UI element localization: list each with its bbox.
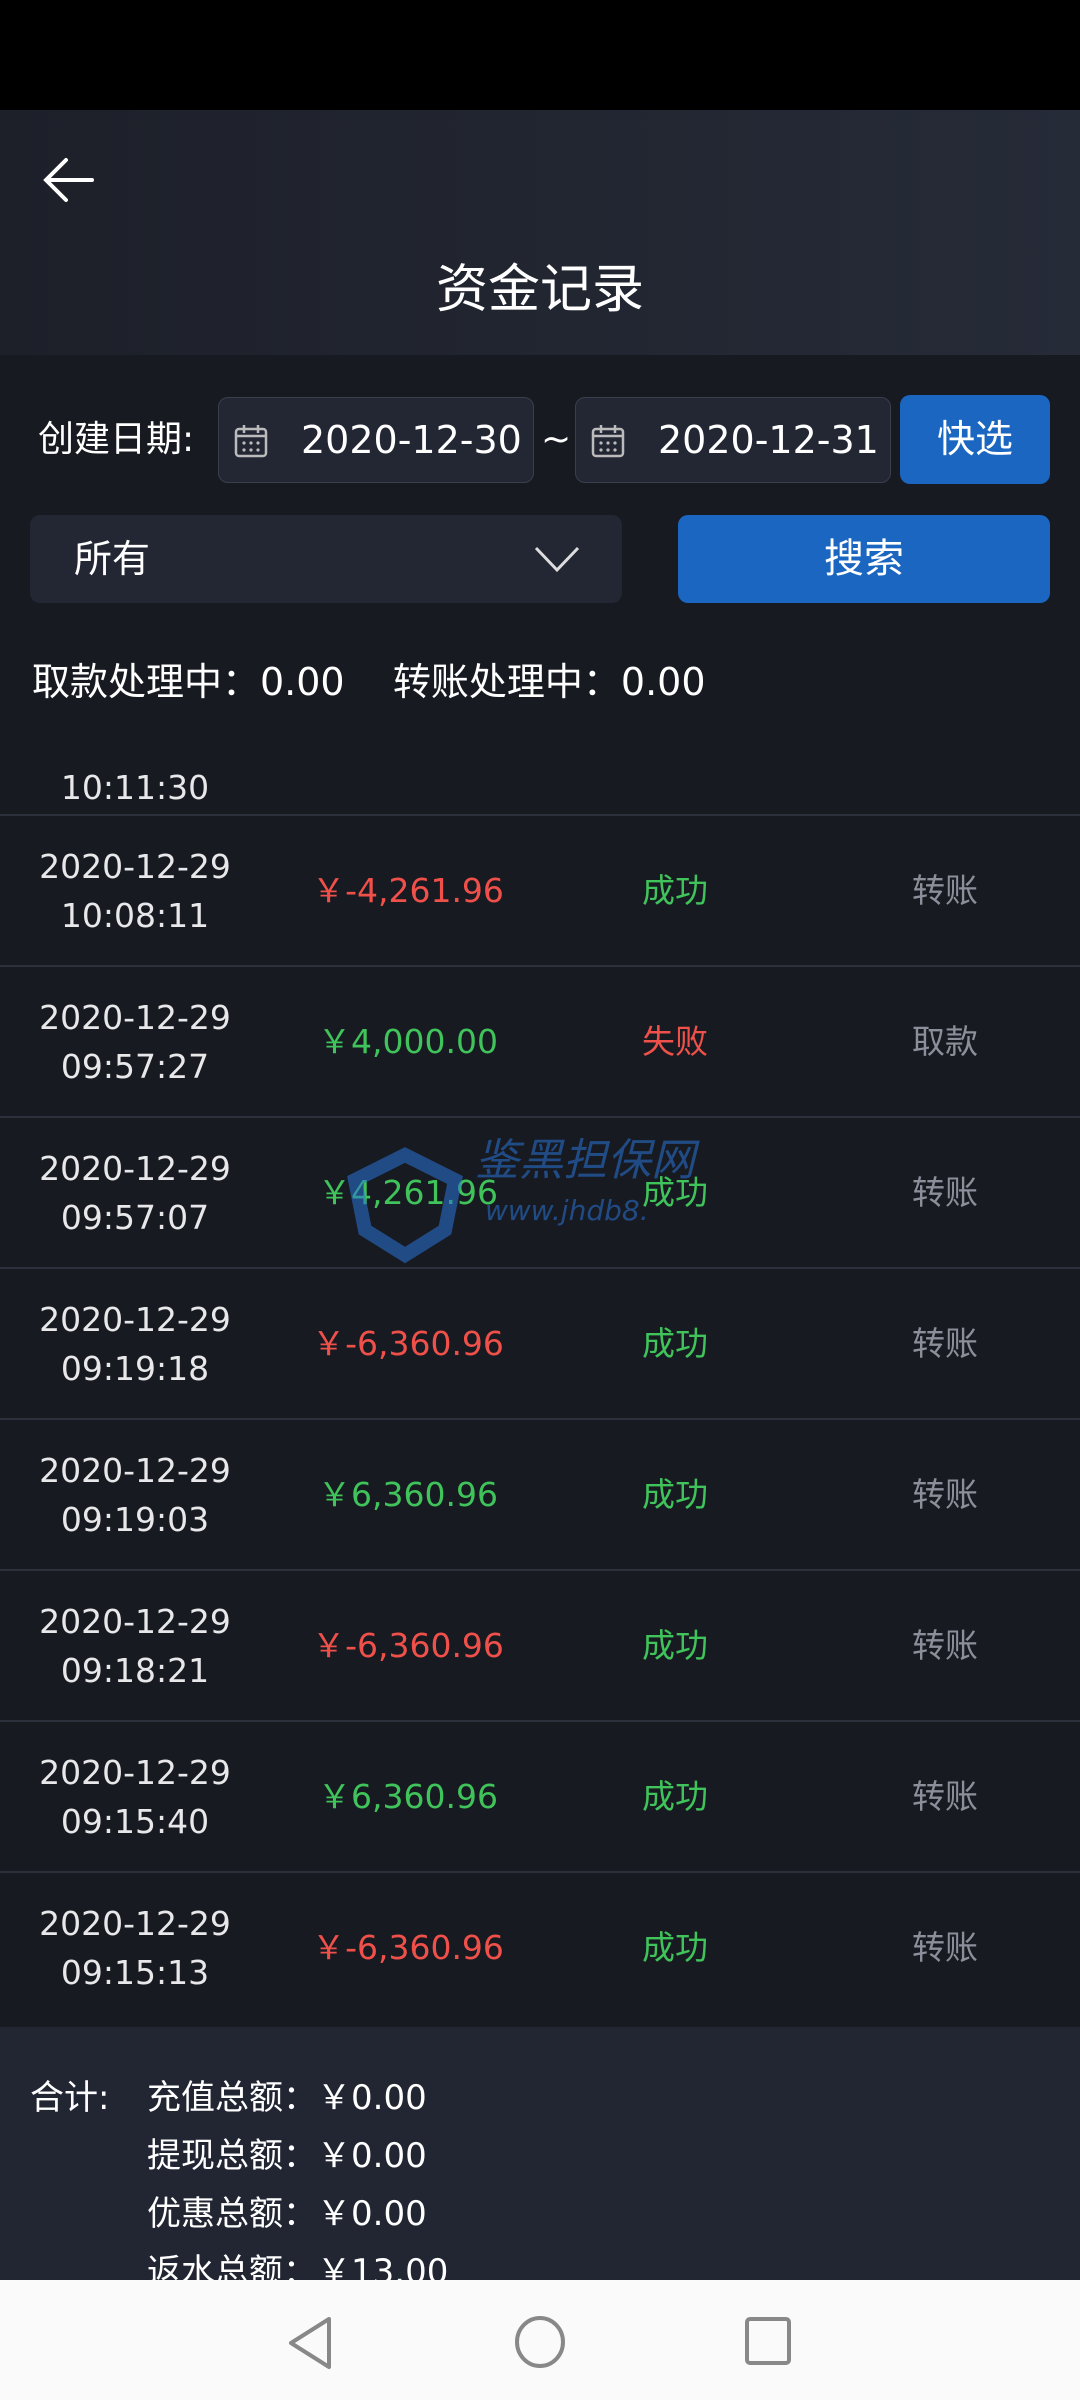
nav-home-icon[interactable] [513, 2314, 567, 2370]
start-date-input[interactable]: 2020-12-30 [218, 397, 534, 483]
record-type: 转账 [912, 1475, 978, 1514]
record-date: 2020-12-29 [39, 1299, 231, 1339]
chevron-down-icon [534, 546, 580, 573]
end-date-value: 2020-12-31 [658, 418, 879, 462]
record-status: 成功 [642, 1777, 708, 1816]
record-amount: ￥-4,261.96 [312, 871, 504, 910]
summary-deposit-total: 充值总额：￥0.00 [147, 2078, 427, 2118]
record-status: 失败 [642, 1022, 708, 1061]
record-type [845, 730, 1045, 812]
record-datetime: 2020-12-29 09:19:03 [35, 1420, 235, 1569]
record-type: 取款 [912, 1022, 978, 1061]
record-row[interactable]: 2020-12-29 09:57:07 ￥4,261.96 成功 转账 [0, 1116, 1080, 1267]
record-row[interactable]: 2020-12-29 09:15:40 ￥6,360.96 成功 转账 [0, 1720, 1080, 1871]
record-datetime: 2020-12-29 09:57:07 [35, 1118, 235, 1267]
record-date: 2020-12-29 [39, 1148, 231, 1188]
record-type: 转账 [912, 1324, 978, 1363]
type-select-value: 所有 [74, 537, 151, 581]
record-amount: ￥-6,360.96 [312, 1324, 504, 1363]
record-datetime: 2020-12-29 09:15:40 [35, 1722, 235, 1871]
summary-panel: 合计: 充值总额：￥0.00 提现总额：￥0.00 优惠总额：￥0.00 返水总… [0, 2027, 1080, 2292]
record-amount: ￥6,360.96 [318, 1777, 498, 1816]
record-row[interactable]: 2020-12-29 10:08:11 ￥-4,261.96 成功 转账 [0, 814, 1080, 965]
record-type: 转账 [912, 1928, 978, 1967]
record-row[interactable]: 2020-12-29 09:19:18 ￥-6,360.96 成功 转账 [0, 1267, 1080, 1418]
record-time: 10:08:11 [60, 895, 210, 935]
record-time: 09:19:18 [60, 1348, 210, 1388]
record-datetime: 10:11:30 [35, 730, 235, 812]
app-header [0, 110, 1080, 355]
record-status: 成功 [642, 1324, 708, 1363]
nav-recents-icon[interactable] [744, 2316, 792, 2366]
records-list[interactable]: 10:11:30 2020-12-29 10:08:11 ￥-4,261.96 成… [0, 730, 1080, 2027]
record-row[interactable]: 10:11:30 [0, 730, 1080, 814]
record-status: 成功 [642, 1626, 708, 1665]
record-datetime: 2020-12-29 10:08:11 [35, 816, 235, 965]
record-time: 09:57:07 [60, 1197, 210, 1237]
record-datetime: 2020-12-29 09:18:21 [35, 1571, 235, 1720]
record-row[interactable]: 2020-12-29 09:57:27 ￥4,000.00 失败 取款 [0, 965, 1080, 1116]
record-time: 10:11:30 [60, 768, 210, 807]
summary-withdraw-total: 提现总额：￥0.00 [147, 2136, 427, 2176]
record-type: 转账 [912, 1626, 978, 1665]
record-date: 2020-12-29 [39, 997, 231, 1037]
record-datetime: 2020-12-29 09:57:27 [35, 967, 235, 1116]
type-select[interactable]: 所有 [30, 515, 622, 603]
record-amount: ￥-6,360.96 [312, 1626, 504, 1665]
record-amount: ￥4,000.00 [318, 1022, 498, 1061]
record-date: 2020-12-29 [39, 846, 231, 886]
system-nav-bar [0, 2280, 1080, 2400]
record-amount [290, 730, 526, 812]
record-time: 09:19:03 [60, 1499, 210, 1539]
date-label: 创建日期: [38, 419, 195, 460]
record-time: 09:15:13 [60, 1952, 210, 1992]
record-status: 成功 [642, 871, 708, 910]
record-datetime: 2020-12-29 09:19:18 [35, 1269, 235, 1418]
record-time: 09:57:27 [60, 1046, 210, 1086]
record-date: 2020-12-29 [39, 1903, 231, 1943]
nav-back-icon[interactable] [285, 2315, 335, 2371]
start-date-value: 2020-12-30 [301, 418, 522, 462]
status-bar [0, 0, 1080, 110]
processing-summary: 取款处理中：0.00 转账处理中：0.00 [32, 660, 706, 704]
record-date: 2020-12-29 [39, 1601, 231, 1641]
record-type: 转账 [912, 1173, 978, 1212]
record-time: 09:15:40 [60, 1801, 210, 1841]
record-type: 转账 [912, 1777, 978, 1816]
page-title: 资金记录 [435, 260, 644, 320]
end-date-input[interactable]: 2020-12-31 [575, 397, 891, 483]
record-type: 转账 [912, 871, 978, 910]
record-datetime: 2020-12-29 09:15:13 [35, 1873, 235, 2022]
record-amount: ￥4,261.96 [318, 1173, 498, 1212]
summary-label: 合计: [30, 2078, 110, 2118]
date-separator: ~ [541, 419, 572, 460]
quick-select-button[interactable]: 快选 [900, 395, 1050, 484]
calendar-icon [234, 425, 268, 458]
record-amount: ￥-6,360.96 [312, 1928, 504, 1967]
record-time: 09:18:21 [60, 1650, 210, 1690]
record-status: 成功 [642, 1928, 708, 1967]
calendar-icon [591, 425, 625, 458]
search-button[interactable]: 搜索 [678, 515, 1050, 603]
record-amount: ￥6,360.96 [318, 1475, 498, 1514]
back-arrow-icon[interactable] [40, 150, 100, 210]
record-status [575, 730, 775, 812]
summary-bonus-total: 优惠总额：￥0.00 [147, 2194, 427, 2234]
record-status: 成功 [642, 1475, 708, 1514]
record-row[interactable]: 2020-12-29 09:15:13 ￥-6,360.96 成功 转账 [0, 1871, 1080, 2022]
record-date: 2020-12-29 [39, 1752, 231, 1792]
record-date: 2020-12-29 [39, 1450, 231, 1490]
record-row[interactable]: 2020-12-29 09:19:03 ￥6,360.96 成功 转账 [0, 1418, 1080, 1569]
record-status: 成功 [642, 1173, 708, 1212]
record-row[interactable]: 2020-12-29 09:18:21 ￥-6,360.96 成功 转账 [0, 1569, 1080, 1720]
